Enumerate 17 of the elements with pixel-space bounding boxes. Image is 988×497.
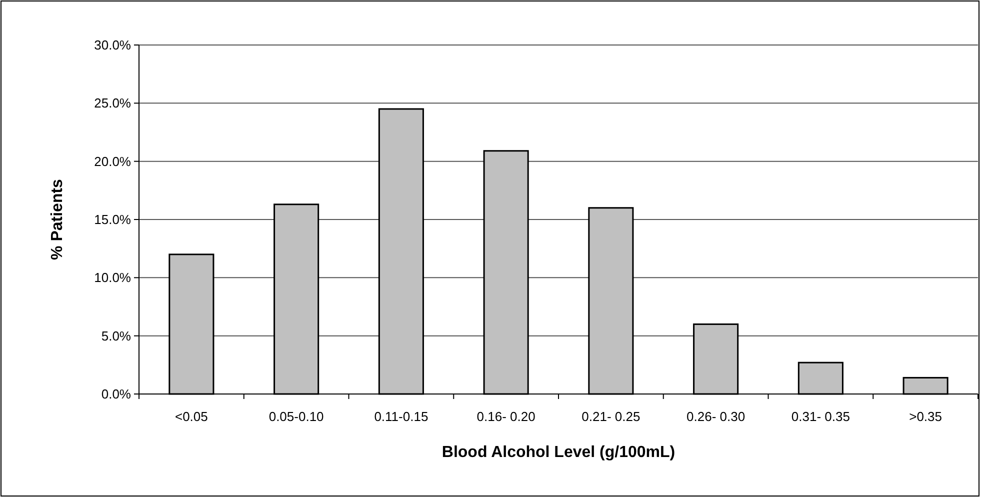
x-tick-label: <0.05 (174, 409, 208, 424)
y-tick-label: 25.0% (94, 96, 132, 111)
y-tick-label: 30.0% (94, 38, 132, 53)
y-axis-title: % Patients (49, 178, 66, 260)
y-tick-label: 20.0% (94, 154, 132, 169)
x-tick-label: 0.26- 0.30 (686, 409, 746, 424)
y-tick-label: 10.0% (94, 270, 132, 286)
y-tick-label: 0.0% (101, 386, 132, 402)
x-tick-label: >0.35 (909, 409, 942, 424)
x-tick-label: 0.16- 0.20 (476, 409, 536, 424)
x-tick-label: 0.31- 0.35 (791, 409, 850, 424)
x-tick-label: 0.21- 0.25 (582, 409, 640, 424)
x-axis-title: Blood Alcohol Level (g/100mL) (442, 444, 676, 461)
x-tick-label: 0.11-0.15 (374, 409, 428, 424)
y-tick-label: 5.0% (101, 328, 132, 344)
y-tick-label: 15.0% (94, 212, 132, 228)
x-tick-label: 0.05-0.10 (268, 409, 324, 424)
